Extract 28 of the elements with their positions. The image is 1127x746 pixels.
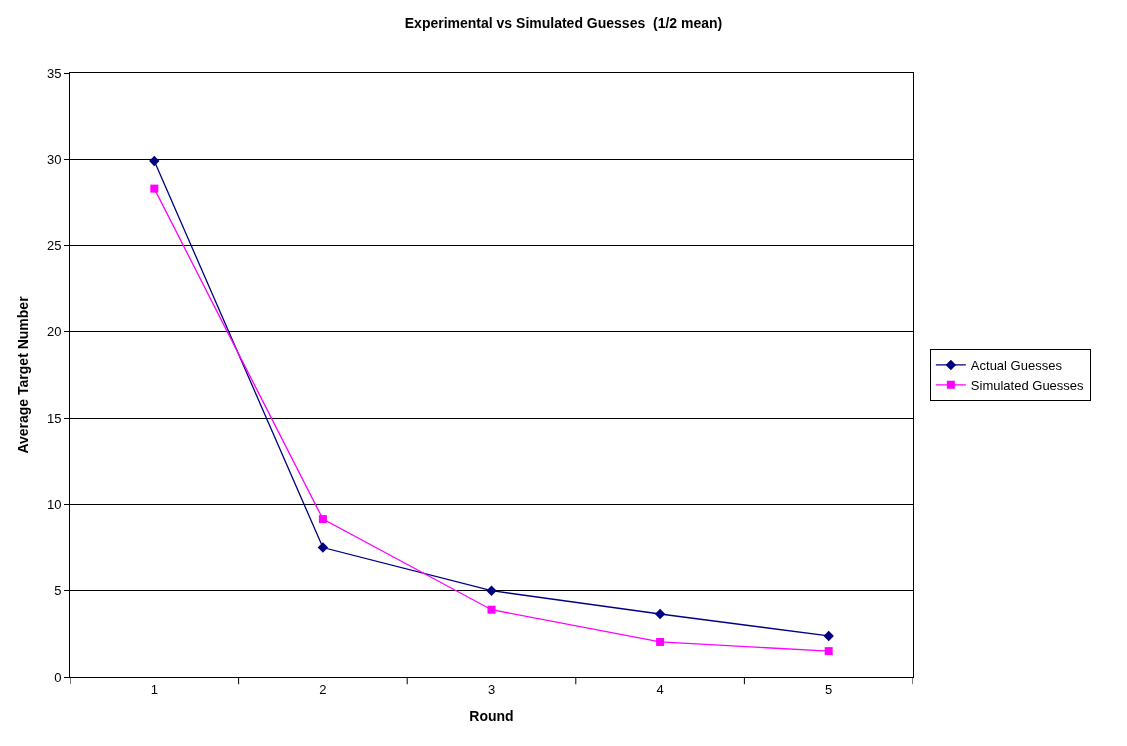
x-tick-label: 1 [150, 681, 158, 697]
point [487, 605, 496, 614]
y-tick-label: 20 [46, 324, 62, 340]
x-tick-label: 2 [319, 681, 327, 697]
y-tick-label: 15 [46, 410, 62, 426]
y-tick-label: 25 [46, 238, 62, 254]
x-tick-label: 4 [656, 681, 664, 697]
x-tick-label: 5 [825, 681, 833, 697]
y-tick-label: 10 [46, 496, 62, 512]
point [654, 608, 666, 620]
y-tick-label: 35 [46, 65, 62, 81]
x-tick-label: 3 [487, 681, 496, 697]
y-tick-label: 5 [54, 583, 62, 599]
chart-title: Experimental vs Simulated Guesses (1/2 mean) [404, 15, 723, 32]
x-axis-title: Round [469, 707, 514, 724]
point [824, 647, 833, 656]
point [656, 637, 665, 646]
y-tick-label: 30 [46, 151, 62, 167]
y-axis-title: Average Target Number [14, 295, 31, 454]
point [150, 184, 159, 193]
y-tick-label: 0 [54, 669, 62, 685]
point [149, 155, 160, 167]
point [318, 515, 327, 524]
legend-label: Simulated Guesses [970, 377, 1085, 393]
point [486, 585, 497, 596]
legend-label: Actual Guesses [970, 358, 1063, 374]
point [823, 630, 834, 642]
point [317, 542, 329, 553]
